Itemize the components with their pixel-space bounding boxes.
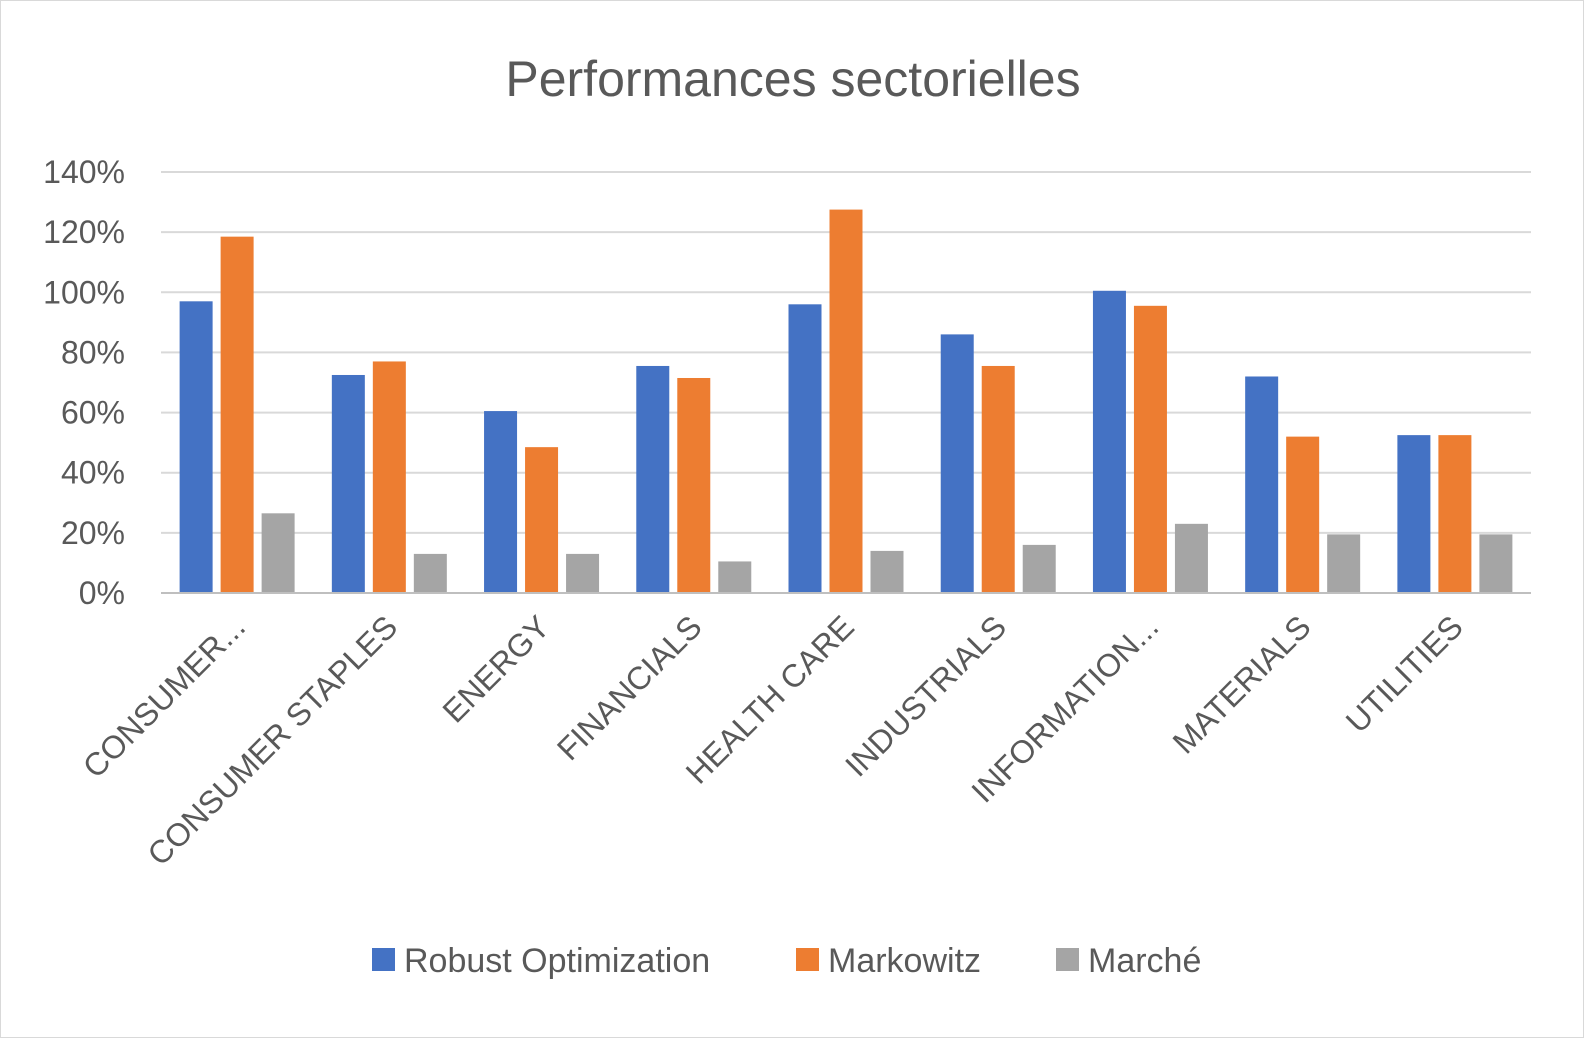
legend-swatch — [1056, 948, 1079, 971]
bar — [788, 304, 822, 593]
bar — [1397, 435, 1431, 593]
bar — [1133, 305, 1167, 593]
bars — [179, 209, 1513, 593]
y-tick-label: 100% — [43, 274, 125, 310]
bar — [525, 447, 559, 593]
bar — [1174, 523, 1208, 593]
bar — [718, 561, 752, 593]
y-tick-label: 140% — [43, 154, 125, 190]
x-axis-tick-labels: CONSUMER...CONSUMER STAPLES ENERGYFINANCI… — [76, 608, 1470, 872]
x-tick-label: CONSUMER STAPLES — [140, 608, 404, 872]
bar — [1438, 435, 1472, 593]
y-tick-label: 80% — [61, 334, 125, 370]
bar — [1092, 290, 1126, 593]
x-tick-label: INDUSTRIALS — [838, 608, 1013, 783]
legend-label: Markowitz — [828, 942, 981, 980]
bar — [1479, 534, 1513, 593]
bar — [1245, 376, 1279, 593]
y-axis-tick-labels: 0% 20% 40% 60% 80% 100% 120% 140% — [43, 154, 125, 611]
legend-label: Robust Optimization — [404, 942, 710, 980]
bar — [413, 553, 447, 593]
legend-label: Marché — [1088, 942, 1201, 980]
y-tick-label: 60% — [61, 395, 125, 431]
bar — [981, 365, 1015, 593]
bar — [372, 361, 406, 593]
bar — [1327, 534, 1361, 593]
bar — [1286, 436, 1320, 593]
bar — [829, 209, 863, 593]
x-tick-label: ENERGY — [435, 608, 556, 729]
bar — [1022, 544, 1056, 593]
legend: Robust Optimization Markowitz Marché — [372, 942, 1201, 980]
legend-swatch — [796, 948, 819, 971]
bar — [636, 365, 670, 593]
y-tick-label: 40% — [61, 455, 125, 491]
bar — [677, 377, 711, 593]
legend-swatch — [372, 948, 395, 971]
bar — [179, 301, 213, 593]
bar — [870, 550, 904, 593]
x-tick-label: MATERIALS — [1166, 608, 1318, 760]
bar — [331, 374, 365, 593]
chart-title: Performances sectorielles — [505, 51, 1080, 107]
y-tick-label: 0% — [79, 575, 125, 611]
x-tick-label: FINANCIALS — [550, 608, 709, 767]
bar — [220, 236, 254, 593]
y-tick-label: 120% — [43, 214, 125, 250]
bar — [484, 411, 518, 593]
bar — [566, 553, 600, 593]
bar — [940, 334, 974, 593]
y-tick-label: 20% — [61, 515, 125, 551]
x-tick-label: CONSUMER... — [76, 608, 252, 784]
bar — [261, 513, 295, 593]
x-tick-label: UTILITIES — [1339, 608, 1470, 739]
